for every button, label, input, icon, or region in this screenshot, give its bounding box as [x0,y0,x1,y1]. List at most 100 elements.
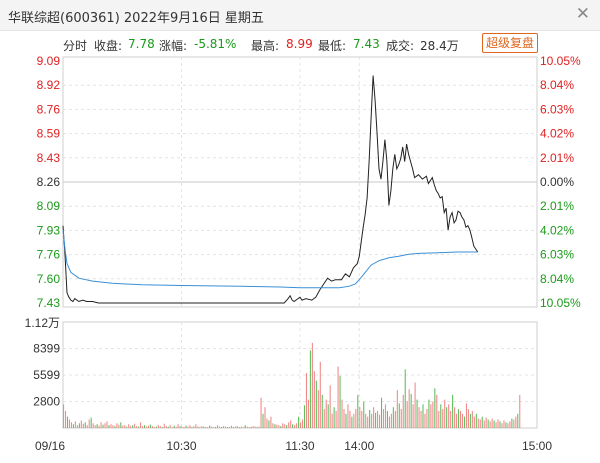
volume-bar [357,394,359,428]
price-tick-label: 8.92 [37,78,61,92]
volume-bar [501,423,503,428]
volume-bar [511,418,513,428]
volume-bar [363,401,365,428]
volume-bar [282,423,284,428]
high-label: 最高: [251,39,280,53]
time-tick-label: 09/16 [35,439,65,453]
volume-bar [394,410,396,428]
volume-bar [371,413,373,428]
volume-bar [201,426,203,428]
volume-bar [493,420,495,428]
volume-bar [177,424,179,428]
volume-bar [110,424,112,428]
volume-bar [258,426,260,428]
volume-bar [456,413,458,428]
volume-bar [211,426,213,428]
volume-bar [477,418,479,428]
volume-label: 成交: [386,39,415,53]
volume-bar [491,418,493,428]
volume-bar [446,407,448,428]
price-tick-label: 7.93 [37,223,61,237]
volume-bar [219,426,221,428]
volume-bar [461,413,464,428]
volume-tick-label: 5599 [33,368,60,382]
change-value: -5.81% [194,37,237,51]
volume-bar [197,426,199,428]
volume-bar [100,422,102,428]
volume-bar [367,416,369,428]
volume-bar [323,409,325,428]
percent-tick-label: 8.04% [540,272,574,286]
volume-bar [132,425,134,428]
volume-bar [384,404,387,428]
volume-bar [519,394,521,428]
volume-bar [149,424,151,428]
high-value: 8.99 [286,37,313,51]
low-value: 7.43 [353,37,380,51]
volume-bar [187,426,189,428]
volume-bar [424,413,426,428]
volume-bar [390,413,392,428]
volume-bar [408,389,410,428]
volume-bar [70,422,72,428]
average-price-line [62,230,478,289]
volume-bar [355,409,357,428]
volume-bar [284,424,286,428]
volume-bar [495,422,497,428]
volume-bar [296,423,298,428]
volume-bar [309,350,311,428]
volume-bar [272,423,274,428]
volume-bar [345,413,347,428]
volume-bar [171,427,173,428]
volume-bar [388,416,390,428]
volume-bar [175,426,177,428]
volume-bar [311,342,313,428]
percent-tick-label: 6.03% [540,248,574,262]
super-replay-button[interactable]: 超级复盘 [482,33,538,53]
volume-bar [244,425,246,428]
volume-bar [315,380,317,428]
volume-bar [307,399,309,428]
volume-bar [84,422,86,428]
volume-bar [341,399,343,428]
volume-bar [414,382,416,428]
volume-bar [416,399,418,428]
volume-bar [124,425,126,428]
volume-bar [230,425,232,428]
volume-bar [509,421,511,428]
time-tick-label: 14:00 [344,439,374,453]
volume-bar [82,423,84,428]
volume-bar [503,420,505,428]
low-label: 最低: [318,39,347,53]
volume-bar [497,419,499,428]
volume-bar [402,394,404,428]
price-tick-label: 8.59 [37,127,61,141]
price-tick-label: 8.43 [37,151,61,165]
volume-bar [147,425,150,428]
close-price-value: 7.78 [128,37,155,51]
close-price-label: 收盘: [94,39,123,53]
window-title: 华联综超(600361) 2022年9月16日 星期五 [8,11,264,26]
volume-bar [339,375,341,428]
volume-bar [260,397,262,428]
volume-bar [426,409,428,428]
volume-bar [479,419,481,428]
volume-bar [301,419,304,428]
volume-bar [199,426,201,428]
percent-tick-label: 0.00% [540,175,574,189]
volume-bar [145,426,148,428]
volume-bar [294,425,296,428]
volume-bar [68,419,71,428]
volume-bar [159,426,161,428]
volume-bar [116,423,118,428]
volume-bar [205,427,207,428]
volume-bar [266,418,268,428]
volume-bar [173,425,175,428]
volume-bar [64,410,67,428]
volume-bar [157,425,159,428]
volume-tick-label: 8399 [33,342,60,356]
volume-bar [112,425,114,428]
volume-bar [221,427,223,428]
volume-bar [203,426,205,428]
close-icon[interactable]: ✕ [575,4,590,24]
